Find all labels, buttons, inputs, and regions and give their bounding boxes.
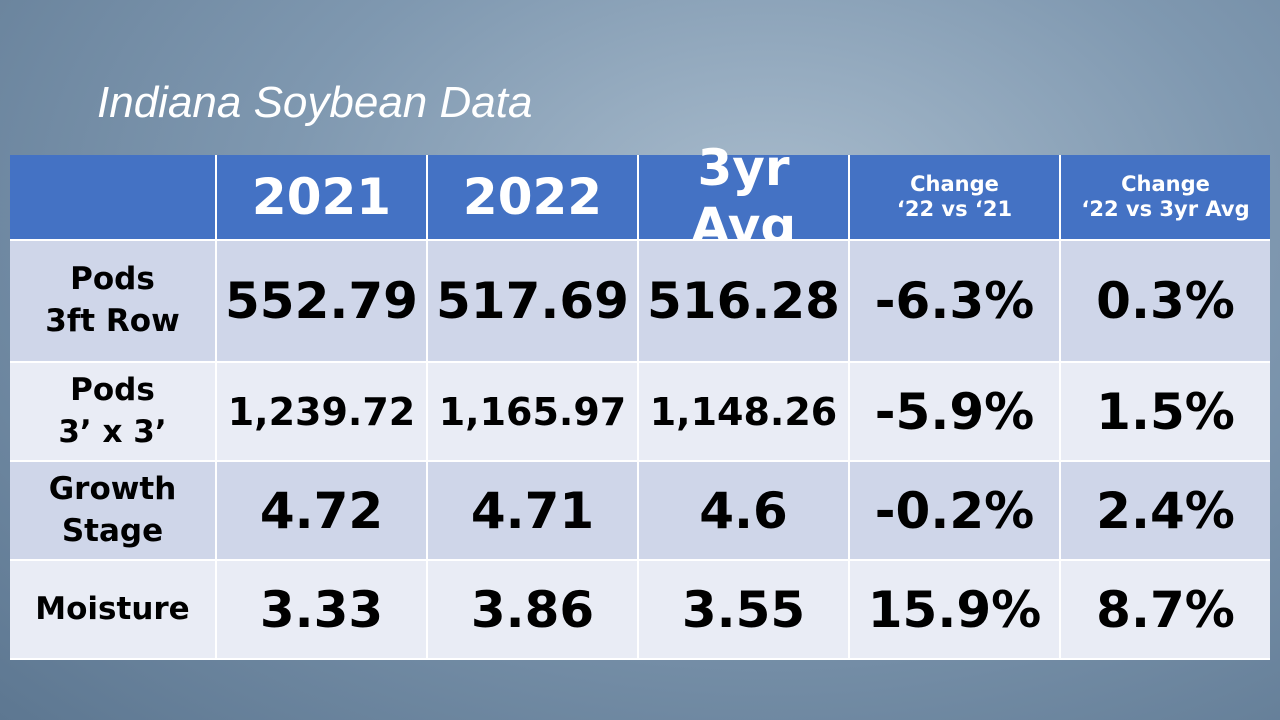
header-corner: [10, 155, 215, 239]
cell-value: 4.71: [428, 462, 637, 559]
cell-value: 8.7%: [1061, 561, 1270, 658]
column-header: Change ‘22 vs 3yr Avg: [1061, 155, 1270, 239]
row-label: Growth Stage: [10, 462, 215, 559]
cell-value: 2.4%: [1061, 462, 1270, 559]
row-label: Pods 3’ x 3’: [10, 363, 215, 460]
cell-value: 3.55: [639, 561, 848, 658]
cell-value: 3.86: [428, 561, 637, 658]
column-header: 2021: [217, 155, 426, 239]
cell-value: 1.5%: [1061, 363, 1270, 460]
cell-value: -6.3%: [850, 241, 1059, 361]
row-label: Pods 3ft Row: [10, 241, 215, 361]
cell-value: -0.2%: [850, 462, 1059, 559]
column-header: Change ‘22 vs ‘21: [850, 155, 1059, 239]
table: 2021 2022 3yr Avg Change ‘22 vs ‘21 Change ‘…: [10, 139, 1270, 660]
cell-value: 552.79: [217, 241, 426, 361]
cell-value: 4.72: [217, 462, 426, 559]
cell-value: 1,239.72: [217, 363, 426, 460]
cell-value: -5.9%: [850, 363, 1059, 460]
cell-value: 1,148.26: [639, 363, 848, 460]
cell-value: 3.33: [217, 561, 426, 658]
cell-value: 0.3%: [1061, 241, 1270, 361]
cell-value: 15.9%: [850, 561, 1059, 658]
title: Indiana Soybean Data: [97, 78, 533, 127]
cell-value: 516.28: [639, 241, 848, 361]
column-header: 3yr Avg: [639, 139, 848, 255]
cell-value: 517.69: [428, 241, 637, 361]
cell-value: 1,165.97: [428, 363, 637, 460]
cell-value: 4.6: [639, 462, 848, 559]
row-label: Moisture: [10, 561, 215, 658]
column-header: 2022: [428, 155, 637, 239]
